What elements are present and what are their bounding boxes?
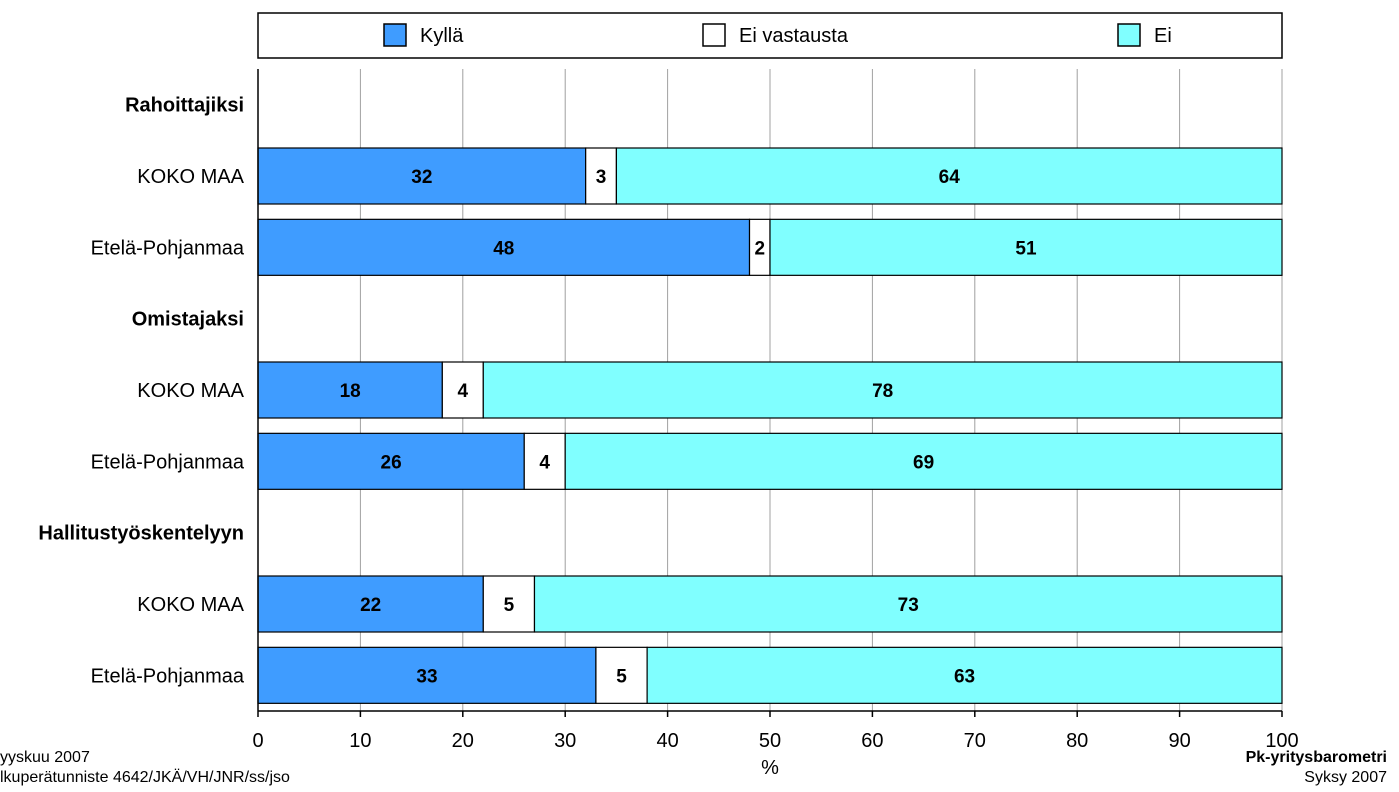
- data-label: 4: [458, 381, 469, 402]
- row-label: KOKO MAA: [137, 594, 244, 616]
- category-labels: Rahoittajiksi KOKO MAA Etelä-Pohjanmaa Omis…: [38, 95, 244, 688]
- data-label: 3: [596, 167, 607, 188]
- bar-segment: [257, 361, 443, 419]
- bar-segment: [564, 432, 1283, 490]
- data-label: 64: [939, 167, 961, 188]
- group-label: Hallitustyöskentelyyn: [38, 523, 244, 545]
- data-label: 33: [416, 666, 437, 687]
- group-label: Rahoittajiksi: [125, 95, 244, 117]
- x-tick-label: 30: [554, 730, 576, 752]
- x-tick-label: 10: [349, 730, 371, 752]
- x-tick-label: 40: [656, 730, 678, 752]
- bar-segment: [257, 646, 597, 704]
- group-label: Omistajaksi: [132, 309, 244, 331]
- data-label: 22: [360, 595, 381, 616]
- data-label: 5: [504, 595, 515, 616]
- bar-segment: [482, 361, 1283, 419]
- row-label: KOKO MAA: [137, 380, 244, 402]
- x-tick-label: 0: [252, 730, 263, 752]
- footer-season: Syksy 2007: [1304, 769, 1387, 786]
- data-label: 48: [493, 238, 514, 259]
- legend-label-0: Kyllä: [420, 25, 464, 47]
- footer-left: yyskuu 2007 lkuperätunniste 4642/JKÄ/VH/…: [0, 748, 290, 788]
- row-label: Etelä-Pohjanmaa: [91, 665, 245, 687]
- data-label: 51: [1015, 238, 1037, 259]
- data-label: 78: [872, 381, 893, 402]
- data-label: 26: [381, 452, 402, 473]
- legend-swatch-1: [702, 23, 726, 47]
- row-label: Etelä-Pohjanmaa: [91, 451, 245, 473]
- bar-segment: [769, 218, 1283, 276]
- legend-swatch-0: [383, 23, 407, 47]
- footer-right: Pk-yritysbarometri Syksy 2007: [1246, 748, 1387, 788]
- x-axis-label: %: [761, 757, 779, 779]
- x-tick-label: 20: [452, 730, 474, 752]
- data-label: 2: [754, 238, 765, 259]
- legend-label-2: Ei: [1154, 25, 1172, 47]
- x-tick-label: 70: [964, 730, 986, 752]
- bars: 32 3 64 48 2 51 18 4 78 26 4 69 22 5 73 33 5 63: [257, 147, 1283, 704]
- footer-source-id: lkuperätunniste 4642/JKÄ/VH/JNR/ss/jso: [0, 769, 290, 786]
- legend-swatch-2: [1117, 23, 1141, 47]
- bar-segment: [257, 432, 525, 490]
- data-label: 32: [411, 167, 432, 188]
- x-tick-label: 60: [861, 730, 883, 752]
- data-label: 4: [539, 452, 550, 473]
- data-label: 18: [340, 381, 361, 402]
- x-tick-label: 90: [1168, 730, 1190, 752]
- row-label: KOKO MAA: [137, 166, 244, 188]
- data-label: 69: [913, 452, 934, 473]
- data-label: 63: [954, 666, 975, 687]
- x-axis: 0 10 20 30 40 50 60 70 80 90 100%: [252, 69, 1299, 779]
- bar-segment: [482, 575, 536, 633]
- data-label: 5: [616, 666, 627, 687]
- bar-segment: [257, 147, 587, 205]
- x-tick-label: 50: [759, 730, 781, 752]
- bar-segment: [646, 646, 1283, 704]
- x-tick-label: 100: [1265, 730, 1298, 752]
- legend-label-1: Ei vastausta: [739, 25, 849, 47]
- x-tick-label: 80: [1066, 730, 1088, 752]
- legend: Kyllä Ei vastausta Ei: [257, 12, 1283, 59]
- row-label: Etelä-Pohjanmaa: [91, 237, 245, 259]
- bar-segment: [441, 361, 484, 419]
- bar-segment: [533, 575, 1283, 633]
- bar-segment: [615, 147, 1283, 205]
- bar-segment: [585, 147, 617, 205]
- footer-date: yyskuu 2007: [0, 749, 90, 766]
- bar-segment: [257, 575, 484, 633]
- bar-segment: [523, 432, 566, 490]
- data-label: 73: [898, 595, 919, 616]
- bar-segment: [257, 218, 751, 276]
- footer-brand: Pk-yritysbarometri: [1245, 749, 1387, 766]
